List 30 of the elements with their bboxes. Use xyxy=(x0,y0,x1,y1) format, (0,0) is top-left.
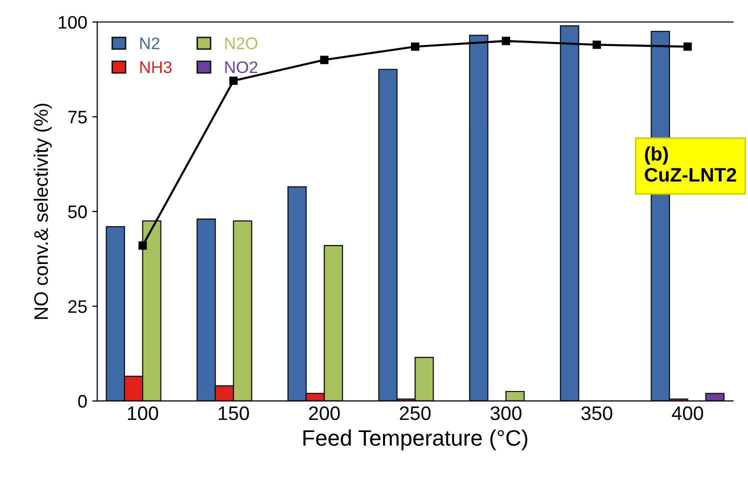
x-tick-label: 350 xyxy=(581,406,612,420)
point xyxy=(592,40,601,49)
x-tick-label: 200 xyxy=(309,406,340,420)
point xyxy=(410,42,420,51)
y-tick-label: 75 xyxy=(68,110,87,124)
y-tick-label: 0 xyxy=(78,394,87,408)
legend-label: NO2 xyxy=(225,61,258,74)
point xyxy=(502,36,510,46)
point xyxy=(683,42,692,51)
bar xyxy=(560,25,580,401)
legend-label: N2O xyxy=(225,37,258,50)
legend-label: N2 xyxy=(140,37,160,50)
x-tick-label: 150 xyxy=(218,406,249,420)
legend-label: NH3 xyxy=(140,61,172,74)
bar xyxy=(505,390,525,401)
y-tick-label: 100 xyxy=(58,16,87,29)
x-tick-label: 400 xyxy=(672,406,704,420)
point xyxy=(229,76,238,85)
bar xyxy=(469,34,488,401)
y-tick-label: 25 xyxy=(68,300,87,313)
point xyxy=(320,56,328,64)
y-axis-title: NO conv.& selectivity (%) xyxy=(34,104,52,319)
annotation: (b) CuZ-LNT2 xyxy=(644,146,736,182)
bar xyxy=(705,392,725,401)
x-axis-title: Feed Temperature (°C) xyxy=(303,430,528,450)
point xyxy=(138,241,147,250)
x-tick-label: 300 xyxy=(490,406,522,420)
x-tick-label: 100 xyxy=(128,406,158,420)
y-tick-label: 50 xyxy=(68,205,87,218)
x-tick-label: 250 xyxy=(400,406,431,420)
